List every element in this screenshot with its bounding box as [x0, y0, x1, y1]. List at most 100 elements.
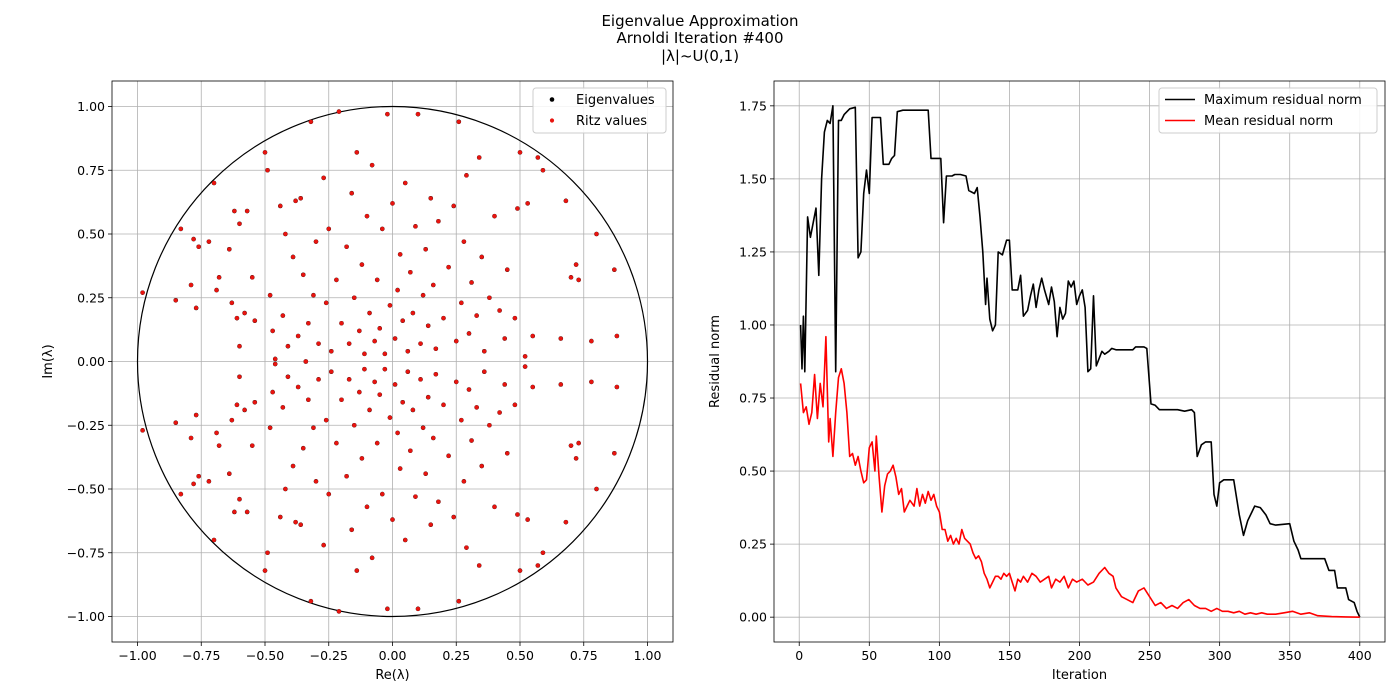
ritz-value-point — [359, 456, 364, 461]
ritz-value-point — [431, 282, 436, 288]
ritz-value-point — [214, 430, 219, 435]
ritz-value-point — [339, 397, 344, 402]
ritz-value-point — [380, 492, 385, 497]
ritz-value-point — [211, 180, 217, 186]
ritz-value-point — [523, 364, 528, 369]
x-tick-label: 1.00 — [634, 648, 662, 663]
ritz-value-point — [421, 293, 426, 298]
ritz-value-point — [354, 568, 359, 573]
ritz-value-point — [454, 339, 459, 344]
ritz-value-point — [594, 231, 599, 237]
ritz-value-point — [362, 351, 367, 356]
ritz-value-point — [456, 599, 461, 604]
ritz-value-point — [461, 239, 466, 244]
y-tick-label: 1.50 — [739, 171, 767, 186]
x-tick-label: 300 — [1208, 648, 1232, 663]
ritz-value-point — [329, 369, 334, 374]
ritz-value-point — [370, 163, 375, 168]
ritz-value-point — [364, 504, 370, 509]
legend: Maximum residual norm Mean residual norm — [1158, 87, 1378, 134]
ritz-value-point — [464, 545, 469, 550]
x-tick-label: −1.00 — [118, 648, 156, 663]
ritz-value-point — [375, 277, 380, 282]
ritz-value-point — [229, 300, 234, 305]
ritz-value-point — [398, 466, 403, 471]
ritz-value-point — [405, 349, 410, 354]
axes-frame — [773, 80, 1386, 643]
ritz-value-point — [339, 321, 344, 326]
ritz-value-point — [250, 443, 255, 448]
ritz-value-point — [290, 463, 296, 469]
ritz-value-point — [375, 441, 380, 446]
ritz-value-point — [474, 405, 479, 410]
ritz-value-point — [357, 390, 362, 395]
x-tick-label: 250 — [1138, 648, 1162, 663]
axes-frame — [111, 80, 674, 643]
legend-mean-label: Mean residual norm — [1204, 114, 1333, 129]
legend: Eigenvalues Ritz values — [532, 87, 667, 134]
ritz-value-point — [237, 497, 242, 502]
ritz-value-point — [301, 272, 306, 277]
ritz-value-point — [326, 492, 331, 497]
ritz-value-point — [426, 395, 431, 400]
ritz-value-point — [497, 308, 502, 313]
ritz-value-point — [400, 400, 405, 405]
ritz-value-point — [530, 333, 535, 339]
ritz-value-point — [336, 609, 342, 614]
ritz-value-point — [517, 150, 523, 155]
ritz-value-point — [273, 361, 278, 367]
ritz-value-point — [612, 267, 617, 272]
ritz-value-point — [558, 382, 563, 387]
ritz-value-point — [354, 150, 359, 155]
ritz-value-point — [428, 196, 433, 201]
maximum-residual-norm-line — [799, 105, 1361, 618]
ritz-value-point — [313, 479, 319, 484]
ritz-value-point — [321, 543, 326, 548]
ritz-value-point — [306, 397, 311, 402]
ritz-value-point — [242, 407, 247, 413]
ritz-value-point — [367, 310, 372, 316]
ritz-value-point — [206, 239, 211, 244]
ritz-value-point — [614, 384, 620, 390]
y-tick-label: −0.25 — [67, 418, 105, 433]
x-tick-label: 350 — [1278, 648, 1302, 663]
ritz-value-point — [426, 323, 431, 328]
ritz-value-point — [290, 254, 296, 260]
ritz-value-point — [477, 563, 482, 568]
ritz-value-point — [349, 191, 354, 196]
unit-circle — [136, 105, 649, 618]
ritz-value-point — [362, 367, 367, 372]
ritz-value-point — [336, 109, 342, 114]
ritz-value-point — [173, 298, 178, 303]
ritz-value-point — [283, 486, 288, 492]
ritz-value-point — [558, 336, 563, 341]
x-tick-label: −0.25 — [310, 648, 348, 663]
ritz-value-point — [296, 384, 301, 390]
ritz-value-point — [482, 369, 487, 374]
y-tick-label: 0.50 — [77, 227, 105, 242]
ritz-value-point — [392, 336, 398, 341]
ritz-value-point — [268, 425, 273, 430]
ritz-value-point — [377, 392, 382, 397]
ritz-value-point — [512, 402, 518, 407]
ritz-value-point — [285, 344, 291, 349]
ritz-value-point — [387, 303, 393, 308]
ritz-value-point — [370, 555, 375, 560]
ritz-value-point — [352, 295, 357, 300]
ritz-value-point — [140, 428, 145, 433]
ritz-value-point — [415, 606, 421, 611]
ritz-value-point — [242, 310, 247, 316]
ritz-value-point — [418, 341, 423, 346]
ritz-value-point — [194, 412, 199, 418]
ritz-value-point — [474, 313, 479, 318]
y-tick-label: 1.25 — [739, 244, 767, 259]
ritz-value-point — [252, 400, 257, 405]
ritz-value-point — [237, 344, 242, 349]
ritz-value-point — [515, 512, 520, 517]
ritz-value-point — [237, 374, 242, 379]
ritz-value-point — [196, 474, 201, 479]
ritz-value-point — [428, 522, 433, 527]
ritz-value-point — [265, 168, 270, 173]
ritz-value-point — [563, 198, 569, 203]
ritz-value-point — [344, 244, 349, 249]
